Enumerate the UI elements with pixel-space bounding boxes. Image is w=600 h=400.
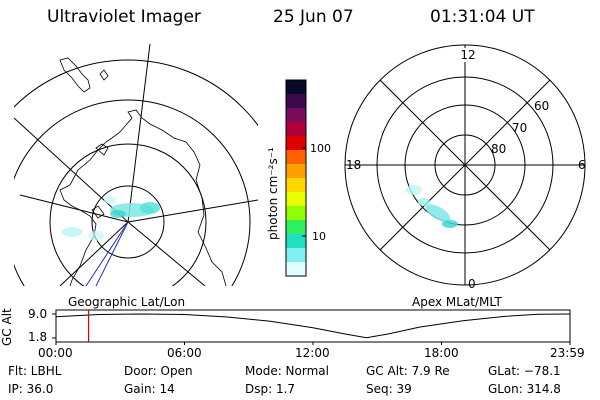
colorbar-segment: [286, 262, 306, 277]
antarctica-coastline: [69, 109, 227, 286]
colorbar-tick-100: 100: [310, 142, 331, 155]
filter-info: Flt: LBHL: [8, 364, 62, 378]
geo-meridian: [127, 44, 151, 223]
geographic-map: [14, 44, 258, 286]
colorbar-segment: [286, 192, 306, 207]
colorbar-segment: [286, 94, 306, 109]
coastline-islands: [91, 143, 109, 219]
mlat-label-80: 80: [491, 142, 506, 156]
south-america-coastline: [59, 57, 91, 93]
geo-lat-circle: [14, 99, 251, 286]
colorbar-unit: photon cm⁻²s⁻¹: [266, 147, 280, 240]
apex-map: [344, 44, 586, 286]
geo-aurora: [62, 196, 160, 241]
glon-info: GLon: 314.8: [488, 382, 561, 396]
geo-lat-circle: [49, 143, 207, 286]
geo-lat-circle-inner: [91, 185, 165, 259]
falkland-islands: [99, 69, 109, 81]
instrument-title: Ultraviolet Imager: [47, 7, 201, 27]
altitude-plot-frame: [55, 309, 571, 343]
colorbar-frame: [285, 79, 307, 277]
ground-track-line: [85, 221, 129, 286]
colorbar-segment: [286, 108, 306, 123]
alt-ylabel: GC Alt: [0, 308, 14, 346]
colorbar-segment: [286, 220, 306, 235]
apex-aurora: [406, 185, 458, 228]
apex-diagonal: [379, 79, 551, 251]
mlt-label-12: 12: [460, 48, 475, 62]
altitude-profile-line: [55, 313, 570, 339]
geo-lat-circle-outer: [14, 59, 258, 127]
mode-info: Mode: Normal: [245, 364, 329, 378]
colorbar-segment: [286, 206, 306, 221]
alt-xtick-label: 00:00: [38, 346, 73, 360]
date-label: 25 Jun 07: [273, 7, 354, 27]
mlt-label-bg: [459, 48, 477, 62]
alt-xtick-label: 12:00: [295, 346, 330, 360]
colorbar-segment: [286, 178, 306, 193]
colorbar-tick-10: 10: [312, 230, 326, 243]
gc-alt-info: GC Alt: 7.9 Re: [366, 364, 450, 378]
door-info: Door: Open: [124, 364, 193, 378]
geo-meridian: [19, 194, 129, 223]
colorbar-segment: [286, 150, 306, 165]
ground-track-line: [95, 221, 129, 286]
mlat-label-70: 70: [512, 121, 527, 135]
alt-ytick-1.8: 1.8: [28, 330, 47, 344]
geo-meridian: [59, 221, 129, 286]
colorbar-segment: [286, 248, 306, 263]
alt-xtick-label: 18:00: [424, 346, 459, 360]
glat-info: GLat: −78.1: [488, 364, 561, 378]
geo-meridian: [127, 221, 206, 286]
apex-panel-label: Apex MLat/MLT: [412, 295, 502, 309]
alt-xtick-label: 23:59: [550, 346, 585, 360]
coastline-west: [59, 184, 97, 286]
alt-xtick-label: 06:00: [167, 346, 202, 360]
seq-info: Seq: 39: [366, 382, 412, 396]
mlt-label-6: 6: [578, 158, 586, 172]
geo-meridian: [14, 117, 129, 223]
colorbar-segment: [286, 80, 306, 95]
alt-ytick-9: 9.0: [28, 307, 47, 321]
mlt-label-0: 0: [468, 277, 476, 291]
colorbar-segment: [286, 234, 306, 249]
ip-info: IP: 36.0: [8, 382, 54, 396]
geo-panel-label: Geographic Lat/Lon: [68, 295, 186, 309]
time-label: 01:31:04 UT: [430, 7, 535, 27]
colorbar: 100 10 photon cm⁻²s⁻¹: [266, 79, 331, 277]
gain-info: Gain: 14: [124, 382, 175, 396]
geo-meridian: [127, 199, 258, 223]
mlat-label-60: 60: [534, 99, 549, 113]
altitude-plot: GC Alt 9.0 1.8: [0, 307, 571, 346]
dsp-info: Dsp: 1.7: [245, 382, 296, 396]
colorbar-segment: [286, 164, 306, 179]
mlt-label-18: 18: [346, 158, 361, 172]
colorbar-segment: [286, 136, 306, 151]
colorbar-segment: [286, 122, 306, 137]
